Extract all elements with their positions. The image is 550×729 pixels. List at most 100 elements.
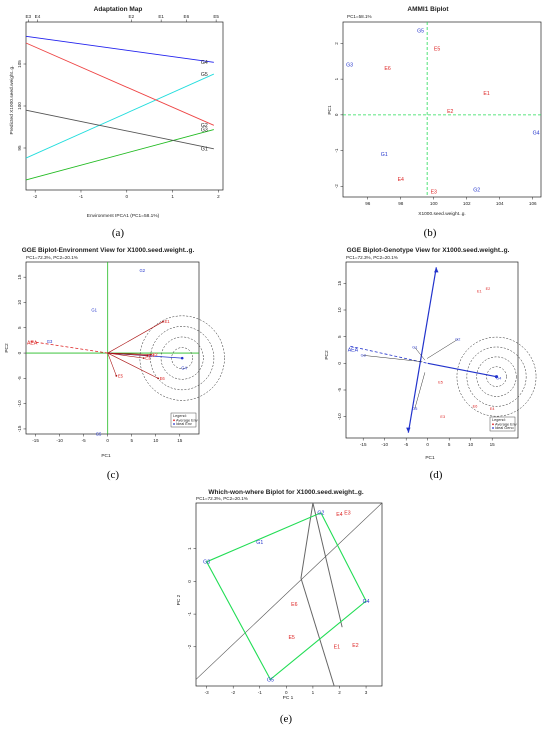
panel-e-y-tick-label: -1 [187,612,192,617]
panel-c-legend-title: Legend: [173,414,187,418]
panel-b-title: AMMI1 Biplot [407,6,449,13]
panel-c-x-tick-label: 15 [177,438,183,443]
panel-b-y-tick-label: 0 [334,113,339,116]
panel-c-concentric-ring [171,347,194,369]
panel-a-y-tick-label: 95 [17,145,22,151]
panel-d-concentric-ring [466,346,527,407]
panel-a-caption: (a) [112,227,125,239]
panel-b-x-tick-label: 98 [398,201,404,206]
panel-b-point-label-e5: E5 [434,47,440,53]
panel-c-x-tick-label: -10 [56,438,63,443]
panel-e-x-tick-label: 2 [338,690,341,695]
panel-e-env-label-e2: E2 [352,643,358,649]
panel-c-legend-ideal-marker [173,423,175,425]
panel-c-ideal-point [180,356,184,360]
panel-d-xlabel: PC1 [425,455,435,461]
panel-d-point-label-e3: E3 [440,415,445,419]
panel-a-top-tick-label: E4 [35,14,41,19]
panel-e-env-label-e4: E4 [336,512,342,518]
panel-d-x-tick-label: 5 [448,442,451,447]
panel-c-y-tick-label: 5 [17,326,22,329]
panel-d-point-label-g5: G5 [412,407,417,411]
panel-b-x-tick-label: 96 [365,201,371,206]
panel-c-y-tick-label: 15 [17,274,22,280]
panel-c-env-vector-head-e4 [146,354,149,357]
panel-e-x-tick-label: -3 [205,690,210,695]
panel-e-x-tick-label: -1 [258,690,263,695]
panel-a-x-tick-label: 2 [217,194,220,199]
panel-c-xlabel: PC1 [101,453,111,459]
panel-b-subtitle: PC1=58.1% [347,14,372,19]
panel-d-concentric-ring [476,356,517,397]
panel-d-aec-solid-line [427,362,497,378]
panel-d-caption: (d) [430,469,443,481]
panel-e-y-tick-label: 1 [187,547,192,550]
panel-c-ylabel: PC2 [4,343,10,353]
panel-e-x-tick-label: -2 [231,690,236,695]
panel-a-y-tick-label: 100 [17,102,22,110]
panel-a-top-tick-label: E1 [158,14,164,19]
panel-c-env-vector-e6 [107,352,159,379]
panel-e-xlabel: PC 1 [283,695,294,701]
panel-c-env-vector-head-e5 [115,374,118,377]
panel-b-point-label-g1: G1 [381,152,388,158]
panel-d-point-label-e2: E2 [486,287,491,291]
panel-d-arrow-up-head [434,267,439,273]
panel-b-plot-frame [342,21,542,198]
panel-b-y-tick-label: 2 [334,42,339,45]
panel-c-legend-average-marker [173,419,175,422]
panel-d-aec-dashed-line [350,345,428,364]
panel-e-plot-frame [195,502,383,687]
panel-d-plot-frame [345,261,519,439]
panel-d-legend-ideal-marker [492,427,494,429]
panel-c-env-vector-head-e1 [162,320,164,323]
panel-e-env-label-e5: E5 [288,635,294,641]
panel-b-ylabel: PC1 [327,105,333,115]
panel-d-point-label-g2: G2 [455,338,460,342]
panel-d-x-tick-label: 10 [468,442,474,447]
panel-d-ylabel: PC2 [324,350,330,360]
panel-d-point-label-e5: E5 [438,380,443,384]
panel-a-series-line-g4 [25,35,214,63]
panel-d-y-tick-label: -10 [337,413,342,420]
panel-c-legend-ideal: Ideal Env [176,422,192,426]
panel-a-ylabel: Predicted X1000.seed.weight..g. [9,65,15,134]
panel-d: -15 -10 -5 0 5 10 15 -10 -5 0 5 10 15 AEA G2 G1 G3 G5 G4 E1… [337,261,537,447]
panel-c-env-vector-e5 [107,352,117,376]
panel-c-env-vector-e4 [107,352,148,356]
panel-a-xlabel: Environment IPCA1 (PC1=58.1%) [87,213,160,219]
panel-c-point-label-g1: G1 [91,308,97,313]
panel-e-sector-line [312,502,343,628]
panel-b-caption: (b) [424,227,437,239]
panel-d-projection-g5 [414,372,426,409]
panel-b-point-label-e1: E1 [483,91,489,97]
panel-a-plot-frame [25,21,224,191]
panel-d-concentric-ring [486,366,507,387]
panel-e-title: Which-won-where Biplot for X1000.seed.we… [208,489,363,496]
panel-d-arrow-down-head [406,427,411,433]
panel-a-series-label-g5: G5 [201,72,208,78]
panel-c-y-tick-label: 10 [17,299,22,305]
panel-e-caption: (e) [280,713,293,725]
panel-b-point-label-g2: G2 [473,188,480,194]
panel-c-point-label-e1: E1 [164,319,170,324]
panel-c-y-tick-label: -10 [17,400,22,407]
panel-e-y-tick-label: -2 [187,644,192,649]
panel-d-projection-g3 [363,355,423,362]
panel-e-x-tick-label: 1 [312,690,315,695]
panel-d-y-tick-label: 15 [337,280,342,286]
panel-d-legend-ideal: Ideal Geno [495,426,514,430]
panel-b: 96 98 100 102 104 106 -2 -1 0 1 2 G5 E5 G3 E6 E1 E2 G4 G1 E… [334,21,542,206]
panel-b-x-tick-label: 100 [430,201,438,206]
panel-c-x-tick-label: -15 [32,438,39,443]
panel-e-y-tick-label: 0 [187,580,192,583]
panel-c-point-label-e5: E5 [118,373,124,378]
panel-c-concentric-ring [160,336,204,380]
panel-a-top-tick-label: E5 [213,14,219,19]
panel-b-x-tick-label: 106 [529,201,537,206]
panel-c-x-tick-label: 10 [153,438,159,443]
panel-e-x-tick-label: 3 [365,690,368,695]
panel-e-env-label-e1: E1 [334,645,340,651]
